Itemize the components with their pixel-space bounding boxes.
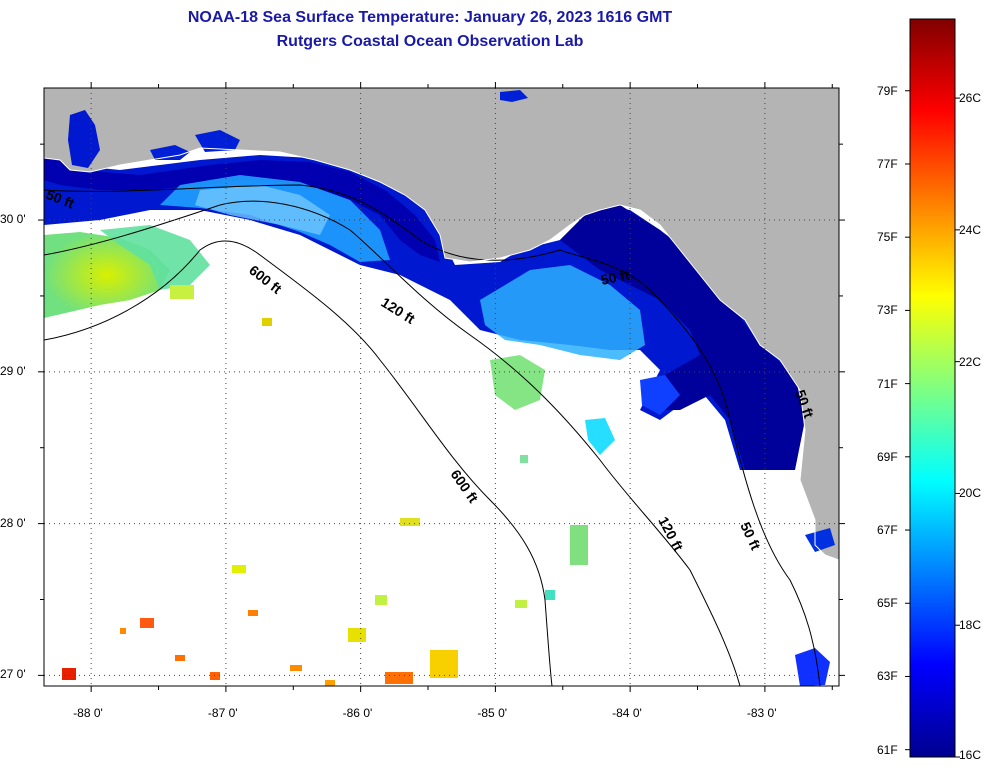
colorbar-f-label: 77F	[877, 156, 898, 171]
contour-600ft	[44, 240, 553, 686]
lon-label: -86 0'	[342, 706, 373, 720]
lat-label: 27 0'	[0, 667, 26, 682]
land-mass	[44, 88, 839, 560]
colorbar-c-label: 18C	[959, 618, 982, 633]
choctawhatchee-bay	[195, 130, 240, 152]
inland-lake	[500, 90, 528, 102]
pensacola-bay	[150, 145, 190, 160]
colorbar-f-label: 61F	[877, 742, 898, 757]
mid-shelf-lightblue	[195, 185, 330, 235]
green-patch-offshore	[490, 355, 545, 410]
lat-label: 30 0'	[0, 212, 26, 227]
lat-label: 29 0'	[0, 363, 26, 378]
depth-contours	[44, 184, 821, 686]
tampa-bay	[805, 528, 835, 552]
lon-label: -84 0'	[612, 706, 642, 720]
colorbar-f-label: 71F	[877, 376, 898, 391]
map-title: NOAA-18 Sea Surface Temperature: January…	[187, 9, 673, 26]
colorbar-f-label: 73F	[877, 303, 898, 318]
colorbar-f-label: 69F	[877, 449, 898, 464]
blue-patch-southeast	[795, 648, 830, 686]
colorbar-f-label: 63F	[877, 669, 898, 684]
coastline	[44, 147, 839, 561]
warm-pixel-clusters	[62, 285, 588, 686]
contour-120ft	[44, 200, 741, 686]
colorbar-c-label: 24C	[959, 222, 982, 237]
contour-50ft-west	[44, 184, 821, 686]
lon-label: -87 0'	[207, 706, 238, 720]
green-patch-west	[100, 225, 210, 290]
colorbar-f-label: 75F	[877, 230, 898, 245]
colorbar-c-label: 20C	[959, 486, 982, 501]
lon-label: -83 0'	[746, 706, 777, 720]
map-subtitle: Rutgers Coastal Ocean Observation Lab	[276, 33, 584, 50]
colorbar	[909, 18, 956, 758]
blue-patch-offshore-east	[640, 375, 680, 415]
lon-label: -85 0'	[477, 706, 508, 720]
mobile-bay	[68, 110, 100, 168]
map-frame	[43, 87, 840, 687]
cyan-patch-cedarkeys	[585, 418, 615, 455]
colorbar-f-label: 67F	[877, 523, 898, 538]
colorbar-f-label: 65F	[877, 596, 898, 611]
lat-label: 28 0'	[0, 515, 26, 530]
colorbar-c-label: 26C	[959, 91, 982, 106]
cold-water-bigbend	[560, 205, 805, 470]
colorbar-f-label: 79F	[877, 83, 898, 98]
mid-shelf-cyan-east	[480, 265, 645, 360]
colorbar-c-label: 16C	[959, 748, 982, 762]
colorbar-ticks	[905, 90, 960, 758]
colorbar-c-label: 22C	[959, 354, 982, 369]
cold-water-nearshore	[44, 150, 440, 262]
lon-label: -88 0'	[73, 706, 103, 720]
contour-label: 50 ft	[599, 266, 631, 288]
axis-ticks	[38, 82, 845, 692]
